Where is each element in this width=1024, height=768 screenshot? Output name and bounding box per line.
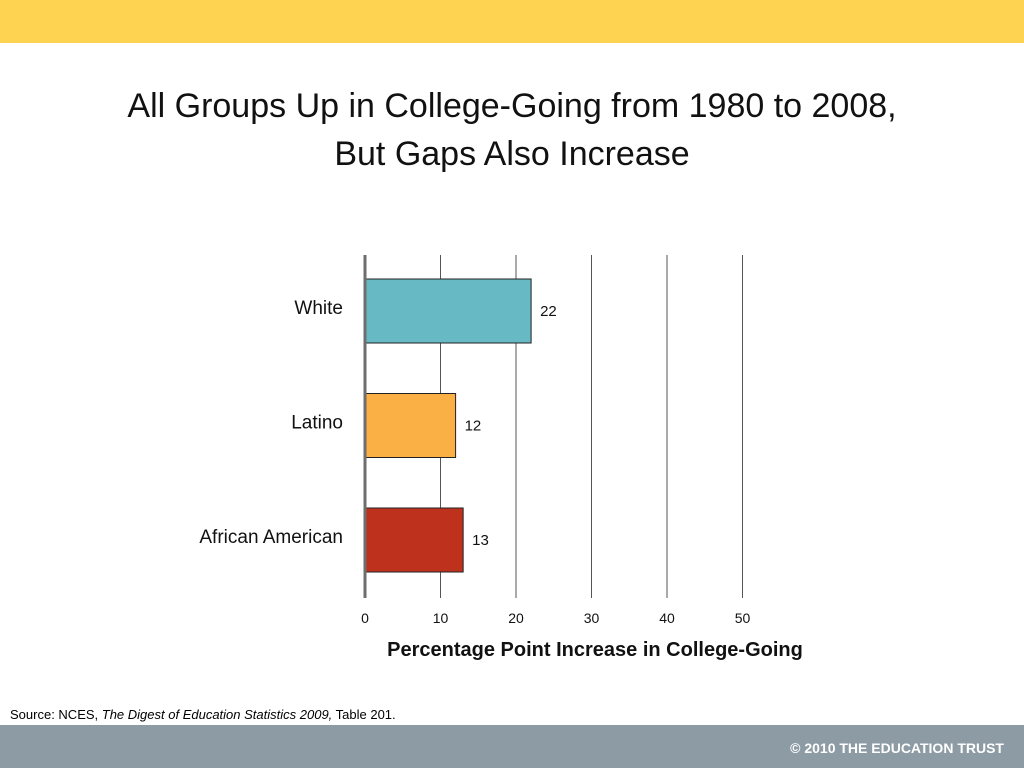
bottom-footer-bar (0, 725, 1024, 768)
copyright-footer: © 2010 THE EDUCATION TRUST (790, 740, 1004, 756)
bar (364, 278, 532, 344)
source-note: Source: NCES, The Digest of Education St… (10, 707, 396, 722)
source-title: The Digest of Education Statistics 2009, (101, 707, 333, 722)
category-label: Latino (291, 413, 343, 434)
category-label: White (294, 298, 343, 319)
data-label: 22 (540, 303, 557, 320)
category-label: African American (199, 527, 343, 548)
top-accent-bar (0, 0, 1024, 43)
bar (364, 507, 464, 573)
x-tick-label: 0 (361, 610, 369, 626)
slide-title-line-2: But Gaps Also Increase (334, 135, 690, 173)
slide-title-line-1: All Groups Up in College-Going from 1980… (127, 87, 897, 125)
data-label: 12 (465, 417, 482, 434)
slide-title: All Groups Up in College-Going from 1980… (62, 82, 962, 178)
x-tick-label: 30 (584, 610, 600, 626)
source-suffix: Table 201. (332, 707, 396, 722)
x-axis-title: Percentage Point Increase in College-Goi… (387, 639, 803, 661)
x-tick-label: 50 (735, 610, 751, 626)
x-tick-label: 10 (433, 610, 449, 626)
x-tick-label: 40 (659, 610, 675, 626)
x-tick-label: 20 (508, 610, 524, 626)
data-label: 13 (472, 532, 489, 549)
source-prefix: Source: NCES, (10, 707, 102, 722)
bar (364, 393, 457, 458)
bar-chart: White 22 Latino 12 African American 13 0 10 20 30… (199, 255, 803, 661)
